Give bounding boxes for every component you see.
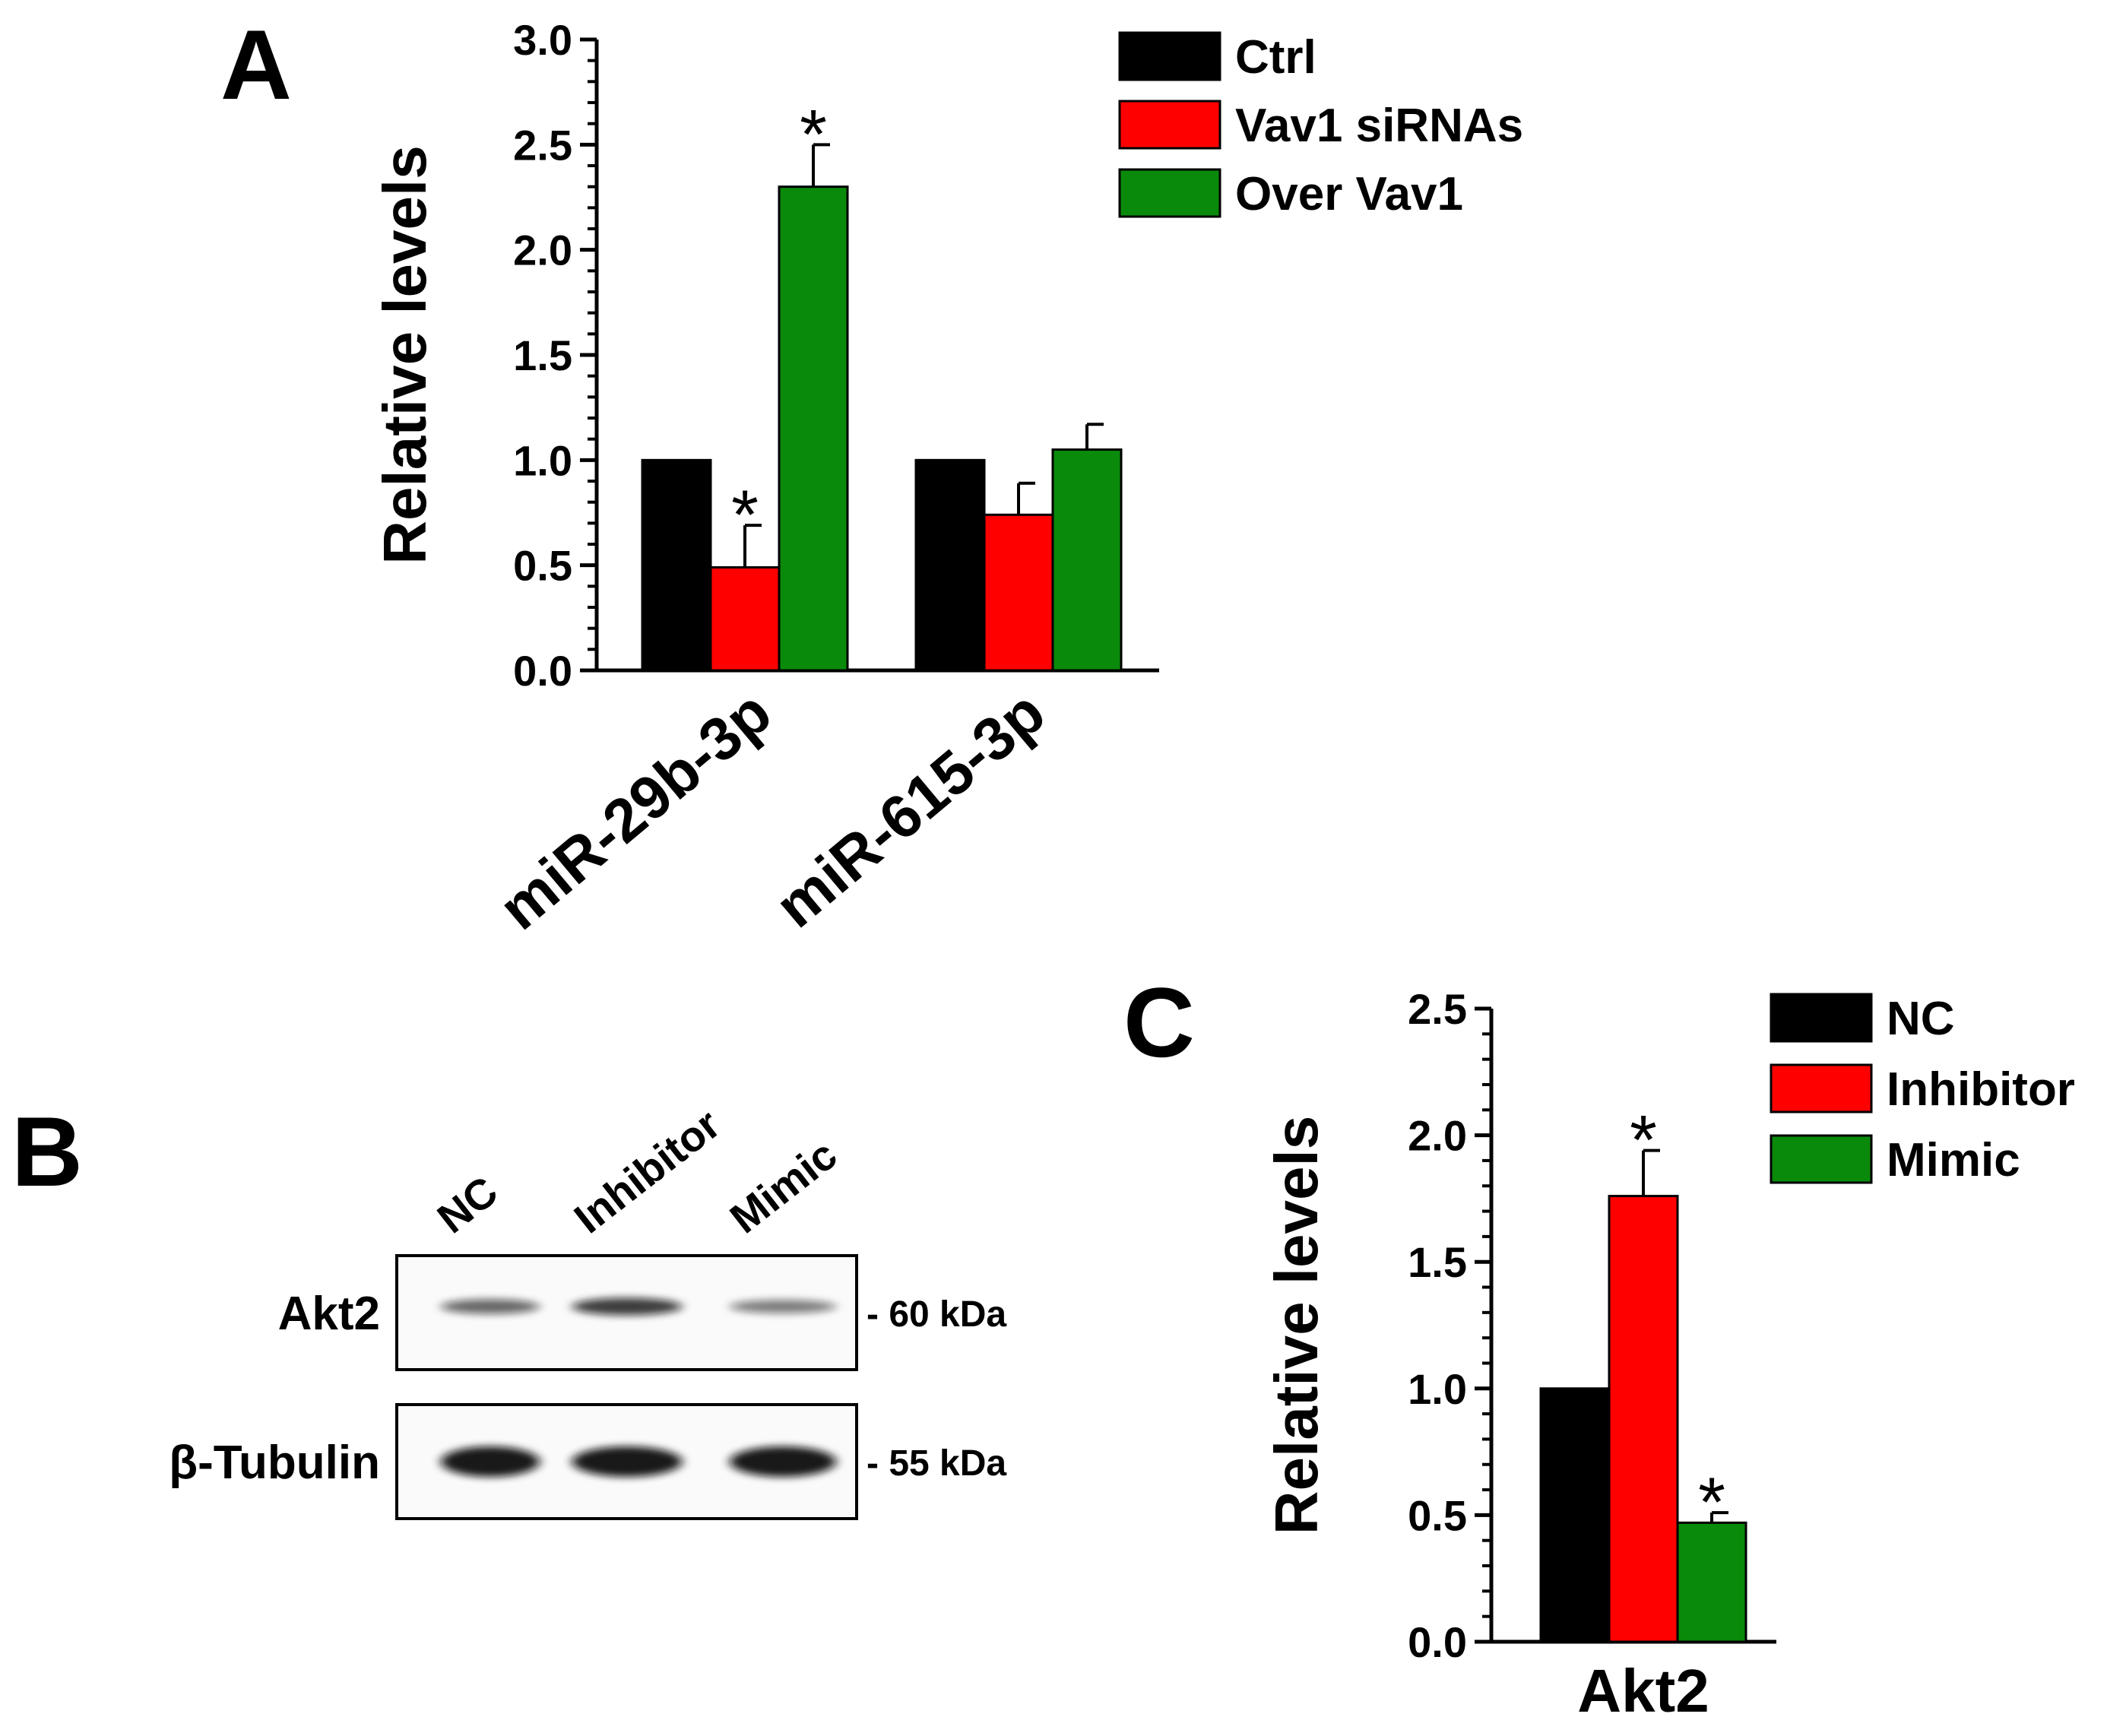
y-tick-label: 1.0 <box>1408 1365 1467 1413</box>
blot-rows: Akt2 - 60 kDa β-Tubulin - 55 kDa <box>169 1254 1006 1520</box>
significance-star: * <box>1630 1102 1657 1180</box>
panel-a-letter: A <box>220 9 292 120</box>
y-axis-title: Relative levels <box>371 145 439 564</box>
legend-label: Ctrl <box>1235 31 1316 84</box>
y-tick-label: 2.5 <box>513 121 572 169</box>
y-tick-label: 2.0 <box>513 227 572 274</box>
y-tick-label: 1.5 <box>1408 1238 1467 1286</box>
y-tick-label: 1.5 <box>513 331 572 379</box>
category-label: Akt2 <box>1577 1657 1709 1725</box>
blot-lane-label: NC <box>429 1167 507 1242</box>
blot-size-marker: - 60 kDa <box>867 1294 1006 1335</box>
bar <box>914 458 986 672</box>
y-tick-label: 1.0 <box>513 436 572 484</box>
bar <box>1539 1387 1611 1643</box>
y-tick-label: 0.0 <box>513 647 572 695</box>
chart-a: 0.0 0.5 1.0 1.5 2.0 2.5 3.0 Relative levels * * mi… <box>371 16 1523 942</box>
significance-star: * <box>731 477 759 554</box>
legend-swatch <box>1770 993 1873 1043</box>
legend-swatch <box>1118 168 1221 218</box>
blot-band <box>441 1299 540 1314</box>
legend-label: Vav1 siRNAs <box>1235 100 1523 152</box>
legend-swatch <box>1770 1134 1873 1184</box>
blot-band <box>572 1446 683 1477</box>
blot-band <box>572 1297 683 1316</box>
blot-band <box>730 1300 836 1313</box>
y-tick-label: 2.5 <box>1408 985 1467 1033</box>
chart-c: 0.0 0.5 1.0 1.5 2.0 2.5 Relative levels * * Akt2 N… <box>1263 985 2075 1725</box>
legend-swatch <box>1770 1063 1873 1114</box>
bar <box>1676 1521 1747 1643</box>
bar <box>778 185 849 672</box>
blot-size-marker: - 55 kDa <box>867 1443 1006 1484</box>
significance-star: * <box>1698 1464 1725 1541</box>
category-label: miR-615-3p <box>762 678 1057 940</box>
bar <box>641 458 712 672</box>
bar <box>709 565 781 672</box>
bar <box>1051 448 1123 672</box>
legend-label: Mimic <box>1887 1134 2020 1186</box>
category-label: miR-29b-3p <box>486 678 784 942</box>
blot-band <box>730 1446 836 1477</box>
legend-label: NC <box>1887 993 1955 1045</box>
y-tick-label: 0.5 <box>513 542 572 590</box>
y-axis-title: Relative levels <box>1263 1116 1330 1535</box>
bar <box>983 513 1054 672</box>
legend-label: Inhibitor <box>1887 1063 2075 1116</box>
blot-lane-label: Mimic <box>721 1130 846 1242</box>
legend-label: Over Vav1 <box>1235 168 1463 220</box>
blot-row-label: Akt2 <box>278 1288 380 1340</box>
legend-swatch <box>1118 100 1221 150</box>
blot-band <box>441 1446 540 1477</box>
bar <box>1608 1195 1679 1643</box>
panel-c-letter: C <box>1123 967 1195 1078</box>
y-tick-label: 2.0 <box>1408 1112 1467 1160</box>
panel-b-letter: B <box>11 1096 83 1207</box>
blot-row-label: β-Tubulin <box>169 1437 380 1489</box>
legend-swatch <box>1118 31 1221 81</box>
significance-star: * <box>800 96 827 173</box>
y-tick-label: 0.0 <box>1408 1618 1467 1666</box>
blot-lane-label: Inhibitor <box>566 1100 729 1243</box>
y-tick-label: 3.0 <box>513 16 572 64</box>
y-tick-label: 0.5 <box>1408 1491 1467 1539</box>
